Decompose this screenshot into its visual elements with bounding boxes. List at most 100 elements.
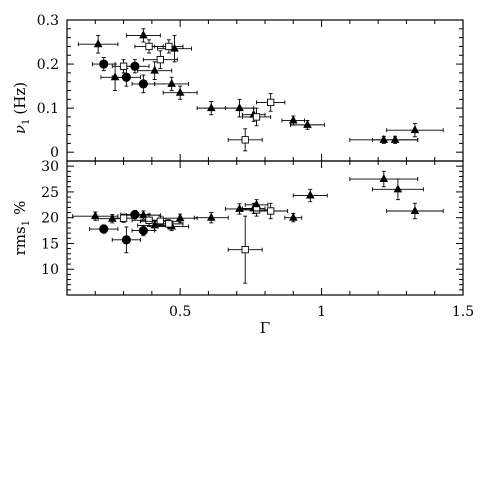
triangle-marker xyxy=(288,212,298,221)
top-points xyxy=(77,28,444,152)
data-point-triangle xyxy=(162,85,198,100)
square-marker xyxy=(156,56,164,64)
data-point-circle xyxy=(131,74,156,94)
data-point-open-square xyxy=(154,219,184,229)
data-point-open-square xyxy=(241,107,272,127)
square-marker xyxy=(165,42,173,51)
square-marker xyxy=(119,214,128,222)
bottom-ylabel-unit: % xyxy=(11,201,29,215)
y-tick-label: 15 xyxy=(41,236,59,252)
data-point-triangle xyxy=(386,202,444,220)
data-point-open-square xyxy=(142,50,178,69)
data-point-open-square xyxy=(227,215,263,284)
triangle-marker xyxy=(410,205,420,214)
y-tick-label: 0.1 xyxy=(37,101,59,117)
triangle-marker xyxy=(390,134,400,143)
triangle-marker xyxy=(235,103,244,112)
data-point-open-square xyxy=(140,215,181,227)
x-tick-label: 1.5 xyxy=(452,304,474,320)
circle-marker xyxy=(130,210,140,220)
y-tick-label: 30 xyxy=(41,159,59,175)
y-tick-label: 10 xyxy=(41,262,59,278)
circle-marker xyxy=(121,235,131,245)
data-point-triangle xyxy=(137,61,173,80)
data-point-open-square xyxy=(111,59,136,74)
data-point-triangle xyxy=(292,188,328,203)
square-marker xyxy=(119,62,128,70)
bottom-y-axis-label: rms1% xyxy=(11,201,32,256)
square-marker xyxy=(241,245,249,254)
y-tick-label: 20 xyxy=(41,211,59,227)
bottom-points xyxy=(72,170,444,284)
triangle-marker xyxy=(93,39,103,48)
circle-marker xyxy=(138,225,148,236)
triangle-marker xyxy=(175,213,185,222)
data-point-triangle xyxy=(349,134,419,144)
data-point-triangle xyxy=(372,178,424,201)
triangle-marker xyxy=(206,212,216,221)
top-panel: 0 0.1 0.2 0.3 ν1 (Hz) xyxy=(11,13,464,162)
data-point-triangle xyxy=(281,115,306,126)
triangle-marker xyxy=(206,103,216,112)
y-tick-label: 25 xyxy=(41,185,59,201)
square-marker xyxy=(252,206,261,214)
triangle-marker xyxy=(303,119,312,128)
bottom-ylabel-sub: 1 xyxy=(21,220,32,226)
triangle-marker xyxy=(393,184,403,193)
data-point-triangle xyxy=(72,211,119,221)
data-point-open-square xyxy=(253,202,289,220)
data-point-triangle xyxy=(284,212,303,223)
x-tick-label: 1 xyxy=(317,304,326,320)
x-tick-label: 0.5 xyxy=(169,304,191,320)
data-point-triangle xyxy=(154,76,190,91)
square-marker xyxy=(156,217,164,225)
data-point-triangle xyxy=(125,28,161,43)
data-point-open-square xyxy=(227,128,263,152)
circle-marker xyxy=(99,224,109,234)
data-point-circle xyxy=(131,224,156,237)
triangle-marker xyxy=(139,30,148,39)
square-marker xyxy=(145,216,153,224)
data-point-circle xyxy=(92,57,116,72)
triangle-marker xyxy=(167,78,176,87)
data-point-open-square xyxy=(241,203,272,217)
data-point-open-square xyxy=(154,39,184,54)
triangle-marker xyxy=(379,174,389,183)
triangle-marker xyxy=(150,65,159,74)
x-axis-label: Γ xyxy=(260,319,270,337)
triangle-marker xyxy=(110,72,120,81)
triangle-marker xyxy=(175,87,185,96)
top-ylabel-unit: (Hz) xyxy=(11,82,29,115)
top-y-axis-label: ν1 (Hz) xyxy=(11,82,32,134)
top-ticks: 0 0.1 0.2 0.3 xyxy=(37,13,464,162)
triangle-marker xyxy=(139,210,148,219)
bottom-ylabel-main: rms xyxy=(11,226,29,255)
data-point-triangle xyxy=(386,123,444,138)
square-marker xyxy=(252,113,261,121)
circle-marker xyxy=(138,79,148,89)
triangle-marker xyxy=(235,203,244,212)
square-marker xyxy=(267,207,275,215)
data-point-circle xyxy=(111,68,141,87)
data-point-triangle xyxy=(224,203,255,215)
data-point-triangle xyxy=(196,101,226,116)
y-tick-label: 0.3 xyxy=(37,13,59,29)
data-point-open-square xyxy=(256,93,286,112)
triangle-marker xyxy=(410,125,420,134)
top-ylabel-main: ν xyxy=(11,125,29,134)
top-ylabel-sub: 1 xyxy=(21,119,32,125)
data-point-triangle xyxy=(372,134,419,144)
y-tick-label: 0.2 xyxy=(37,57,59,73)
square-marker xyxy=(165,220,173,228)
circle-marker xyxy=(121,72,131,82)
data-point-triangle xyxy=(349,170,419,188)
y-tick-label: 0 xyxy=(50,145,59,161)
square-marker xyxy=(241,136,249,144)
square-marker xyxy=(267,98,275,107)
circle-marker xyxy=(99,59,109,69)
data-point-triangle xyxy=(77,34,119,54)
triangle-marker xyxy=(305,190,315,199)
data-point-triangle xyxy=(193,212,229,224)
